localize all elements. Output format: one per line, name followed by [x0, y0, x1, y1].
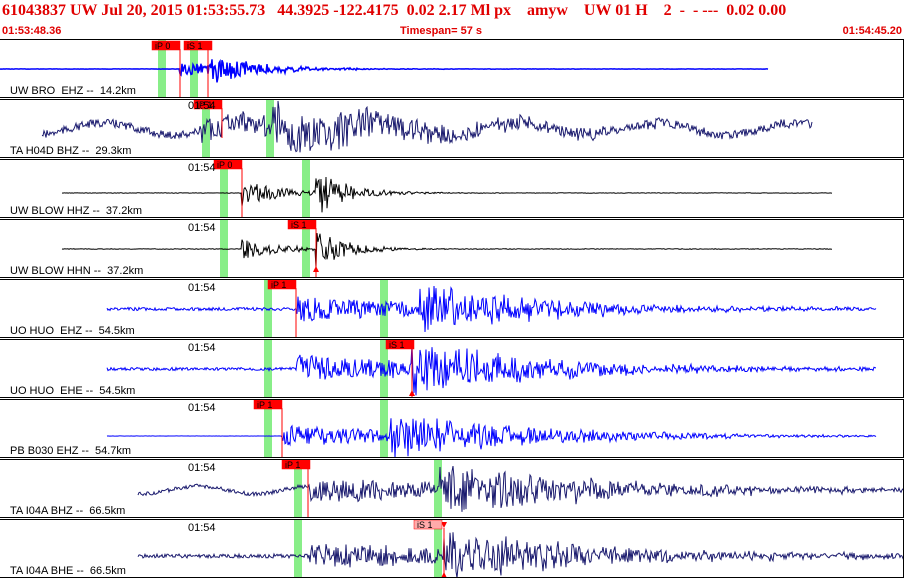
pick-label[interactable]: iS 1: [187, 41, 203, 51]
waveform: iP 1: [41, 100, 813, 157]
waveform: iS 1: [137, 520, 903, 577]
pick-label[interactable]: iP 0: [217, 160, 232, 170]
pick-window-band: [294, 460, 302, 517]
pick-arrow-icon: [313, 266, 319, 272]
pick-label-box: [183, 40, 213, 51]
pick-arrow-icon: [441, 522, 447, 528]
pick-window-band: [220, 220, 228, 277]
timespan-label: Timespan= 57 s: [400, 25, 483, 37]
seismic-trace: [106, 418, 877, 457]
pick-label-box: [385, 340, 415, 350]
seismic-trace: [41, 100, 813, 153]
event-header: 61043837 UW Jul 20, 2015 01:53:55.73 44.…: [0, 0, 905, 40]
pick-window-band: [302, 220, 310, 277]
pick-label-box: [151, 40, 181, 51]
trace-label: UO HUO EHZ -- 54.5km: [10, 325, 135, 337]
minute-tick-label: 01:54: [188, 402, 216, 414]
pick-label-box: [413, 520, 443, 530]
seismic-trace: [61, 176, 833, 213]
pick-label[interactable]: iP 1: [271, 280, 286, 290]
pick-window-band: [380, 400, 388, 457]
pick-arrow-icon: [441, 572, 447, 577]
waveform: iS 1: [61, 220, 833, 277]
minute-tick-label: 01:54: [188, 522, 216, 534]
trace-label: TA H04D BHZ -- 29.3km: [10, 145, 132, 157]
trace-panel-ta-h04d-bhz[interactable]: iP 1 01:54 TA H04D BHZ -- 29.3km: [0, 99, 904, 158]
waveform: iP 1: [137, 460, 903, 517]
trace-panel-ta-i04a-bhz[interactable]: iP 1 01:54 TA I04A BHZ -- 66.5km: [0, 459, 904, 518]
minute-tick-label: 01:54: [188, 282, 216, 294]
pick-label-box: [193, 100, 223, 110]
pick-label-box: [213, 160, 243, 170]
trace-label: UW BLOW HHZ -- 37.2km: [10, 205, 143, 217]
pick-window-band: [264, 400, 272, 457]
pick-window-band: [434, 460, 442, 517]
pick-label[interactable]: iP 1: [285, 460, 300, 470]
minute-tick-label: 01:54: [188, 100, 216, 112]
trace-label: UO HUO EHE -- 54.5km: [10, 385, 136, 397]
seismic-trace: [0, 58, 769, 83]
seismic-trace: [106, 285, 877, 333]
minute-tick-label: 01:54: [188, 162, 216, 174]
waveform: iS 1: [106, 340, 877, 397]
pick-window-band: [302, 160, 310, 217]
pick-window-band: [266, 100, 274, 157]
pick-label-box: [267, 280, 297, 290]
pick-label[interactable]: iS 1: [417, 520, 433, 530]
window-end-time: 01:54:45.20: [842, 25, 902, 37]
trace-panel-uw-blow-hhz[interactable]: iP 0 01:54 UW BLOW HHZ -- 37.2km: [0, 159, 904, 218]
pick-window-band: [294, 520, 302, 577]
minute-tick-label: 01:54: [188, 222, 216, 234]
pick-label-box: [281, 460, 311, 470]
waveform: iP 1: [106, 280, 877, 337]
seismogram-panels: iP 0 iS 1 UW BRO EHZ -- 14.2km iP 1 01:54…: [0, 39, 905, 580]
trace-panel-uw-bro-ehz[interactable]: iP 0 iS 1 UW BRO EHZ -- 14.2km: [0, 39, 904, 98]
minute-tick-label: 01:54: [188, 462, 216, 474]
trace-panel-uo-huo-ehz[interactable]: iP 1 01:54 UO HUO EHZ -- 54.5km: [0, 279, 904, 338]
waveform: iP 0 iS 1: [0, 40, 769, 97]
trace-label: PB B030 EHZ -- 54.7km: [10, 445, 132, 457]
pick-window-band: [434, 520, 442, 577]
pick-label[interactable]: iS 1: [389, 340, 405, 350]
pick-arrow-icon: [409, 390, 415, 396]
trace-panel-uo-huo-ehe[interactable]: iS 1 01:54 UO HUO EHE -- 54.5km: [0, 339, 904, 398]
waveform: iP 1: [106, 400, 877, 457]
pick-window-band: [220, 160, 228, 217]
pick-label[interactable]: iP 0: [155, 41, 170, 51]
trace-label: UW BRO EHZ -- 14.2km: [10, 85, 136, 97]
trace-panel-pb-b030-ehz[interactable]: iP 1 01:54 PB B030 EHZ -- 54.7km: [0, 399, 904, 458]
pick-label-box: [287, 220, 317, 230]
minute-tick-label: 01:54: [188, 342, 216, 354]
pick-label[interactable]: iP 1: [197, 100, 212, 110]
seismic-trace: [137, 466, 903, 512]
pick-label-box: [253, 400, 283, 410]
event-summary-title: 61043837 UW Jul 20, 2015 01:53:55.73 44.…: [2, 2, 787, 19]
seismic-trace: [61, 233, 833, 269]
waveform: iP 0: [61, 160, 833, 217]
trace-panel-uw-blow-hhn[interactable]: iS 1 01:54 UW BLOW HHN -- 37.2km: [0, 219, 904, 278]
trace-label: UW BLOW HHN -- 37.2km: [10, 265, 144, 277]
pick-label[interactable]: iP 1: [257, 400, 272, 410]
trace-label: TA I04A BHZ -- 66.5km: [10, 505, 126, 517]
seismic-trace: [137, 532, 903, 577]
seismic-trace: [106, 343, 877, 396]
trace-panel-ta-i04a-bhe[interactable]: iS 1 01:54 TA I04A BHE -- 66.5km: [0, 519, 904, 578]
window-start-time: 01:53:48.36: [2, 25, 62, 37]
pick-label[interactable]: iS 1: [291, 220, 307, 230]
trace-label: TA I04A BHE -- 66.5km: [10, 565, 126, 577]
